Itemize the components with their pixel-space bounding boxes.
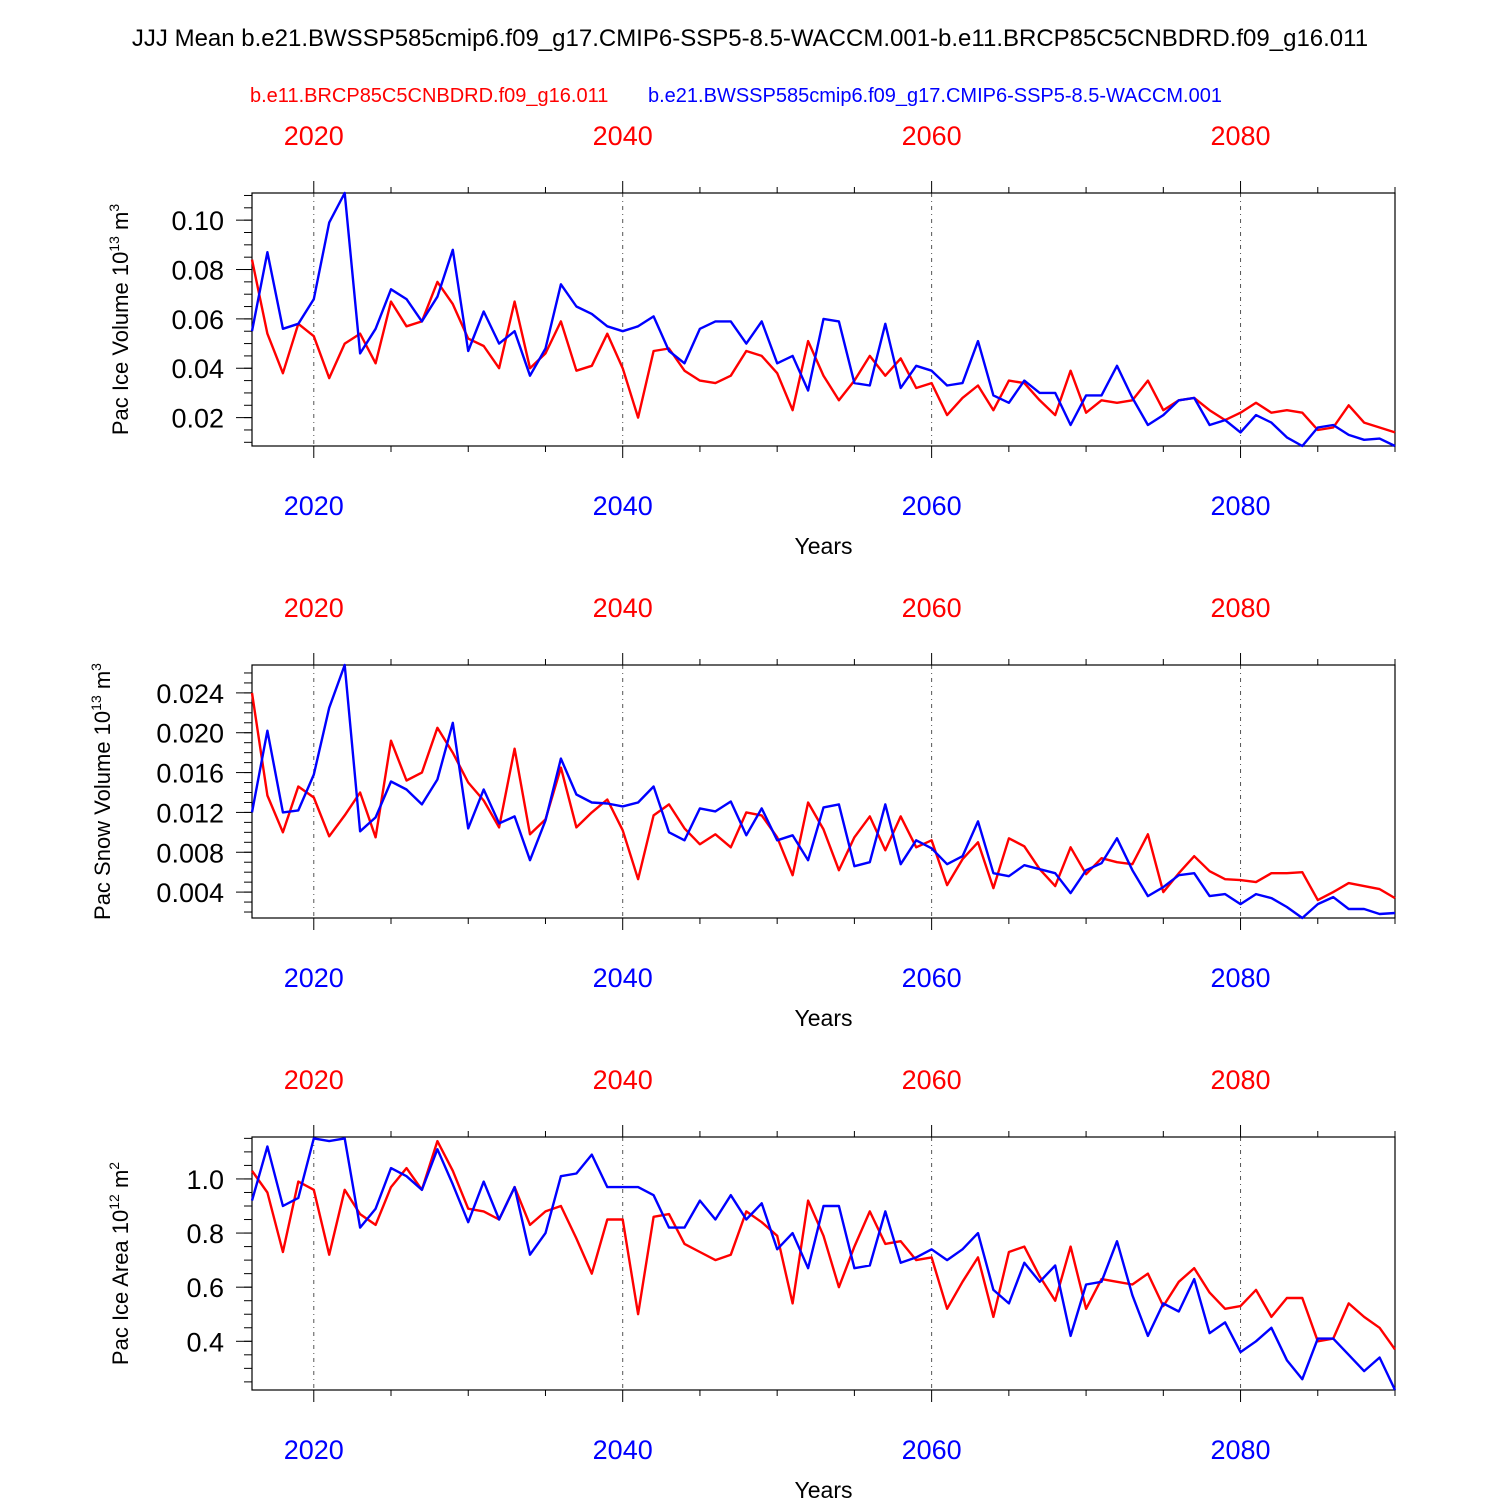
series-line-blue xyxy=(250,1137,1397,1391)
x-tick-label-top: 2040 xyxy=(593,1065,653,1095)
x-tick-label-top: 2020 xyxy=(284,1065,344,1095)
y-axis-label: Pac Ice Volume 1013 m3 xyxy=(106,204,133,435)
y-tick-label: 0.004 xyxy=(156,878,224,908)
panel-3: 2020 2020 2040 2040 2060 2060 2080 2080 Years 0.4… xyxy=(106,1065,1397,1500)
y-tick-label: 0.4 xyxy=(186,1327,224,1357)
x-tick-label-top: 2060 xyxy=(902,1065,962,1095)
x-tick-label-bottom: 2080 xyxy=(1211,491,1271,521)
series-line-red xyxy=(250,259,1396,434)
x-tick-label-bottom: 2060 xyxy=(902,491,962,521)
x-tick-label-top: 2080 xyxy=(1211,121,1271,151)
y-axis-label: Pac Ice Area 1012 m2 xyxy=(106,1162,133,1365)
series-line-red xyxy=(251,1139,1396,1351)
x-tick-label-bottom: 2020 xyxy=(284,1435,344,1465)
x-tick-label-top: 2080 xyxy=(1211,593,1271,623)
y-axis-label: Pac Snow Volume 1013 m3 xyxy=(88,663,115,920)
x-axis-label: Years xyxy=(795,1005,853,1031)
x-tick-label-bottom: 2060 xyxy=(902,1435,962,1465)
x-tick-label-bottom: 2080 xyxy=(1211,963,1271,993)
y-tick-label: 0.012 xyxy=(156,798,224,828)
y-tick-label: 0.8 xyxy=(186,1219,224,1249)
y-tick-label: 0.08 xyxy=(171,256,224,286)
x-tick-label-top: 2020 xyxy=(284,121,344,151)
series-line-blue xyxy=(250,663,1396,920)
x-axis-label: Years xyxy=(795,1477,853,1500)
y-tick-label: 0.02 xyxy=(171,404,224,434)
x-tick-label-top: 2060 xyxy=(902,593,962,623)
x-tick-label-bottom: 2060 xyxy=(902,963,962,993)
y-tick-label: 0.020 xyxy=(156,719,224,749)
y-tick-label: 0.10 xyxy=(171,206,224,236)
legend-red-label: b.e11.BRCP85C5CNBDRD.f09_g16.011 xyxy=(250,85,608,107)
y-tick-label: 0.024 xyxy=(156,679,224,709)
y-tick-label: 0.016 xyxy=(156,759,224,789)
series-line-red xyxy=(250,692,1396,902)
x-tick-label-top: 2080 xyxy=(1211,1065,1271,1095)
x-tick-label-top: 2020 xyxy=(284,593,344,623)
plot-frame xyxy=(251,1136,1396,1391)
y-tick-label: 0.6 xyxy=(186,1273,224,1303)
y-tick-label: 0.008 xyxy=(156,838,224,868)
legend-blue-label: b.e21.BWSSP585cmip6.f09_g17.CMIP6-SSP5-8… xyxy=(648,85,1222,107)
x-tick-label-bottom: 2040 xyxy=(593,963,653,993)
plot-frame xyxy=(251,192,1396,447)
x-tick-label-bottom: 2020 xyxy=(284,963,344,993)
panel-2: 2020 2020 2040 2040 2060 2060 2080 2080 Years 0.0… xyxy=(88,593,1396,1031)
y-tick-label: 1.0 xyxy=(186,1165,224,1195)
x-tick-label-bottom: 2020 xyxy=(284,491,344,521)
x-tick-label-top: 2060 xyxy=(902,121,962,151)
x-tick-label-top: 2040 xyxy=(593,593,653,623)
panels-group: 2020 2020 2040 2040 2060 2060 2080 2080 Years 0.0… xyxy=(88,121,1397,1500)
series-line-blue xyxy=(250,191,1396,448)
x-tick-label-bottom: 2040 xyxy=(593,491,653,521)
panel-1: 2020 2020 2040 2040 2060 2060 2080 2080 Years 0.0… xyxy=(106,121,1396,559)
x-axis-label: Years xyxy=(795,533,853,559)
plot-frame xyxy=(251,664,1396,919)
y-tick-label: 0.04 xyxy=(171,354,224,384)
x-tick-label-top: 2040 xyxy=(593,121,653,151)
figure-title: JJJ Mean b.e21.BWSSP585cmip6.f09_g17.CMI… xyxy=(132,25,1368,52)
x-tick-label-bottom: 2080 xyxy=(1211,1435,1271,1465)
x-tick-label-bottom: 2040 xyxy=(593,1435,653,1465)
y-tick-label: 0.06 xyxy=(171,305,224,335)
